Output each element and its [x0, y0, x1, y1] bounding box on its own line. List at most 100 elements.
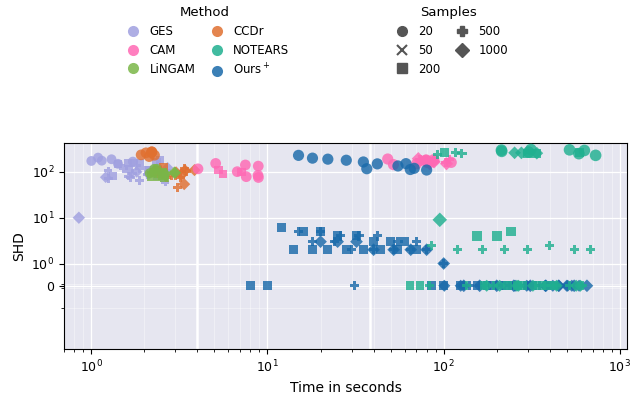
Point	[459, 283, 469, 289]
Point	[385, 239, 396, 245]
Point	[406, 217, 416, 223]
Point	[433, 152, 443, 158]
Point	[572, 153, 582, 160]
Point	[161, 175, 172, 181]
Point	[424, 283, 434, 289]
Point	[128, 158, 138, 165]
Point	[512, 283, 522, 289]
Point	[450, 152, 460, 158]
Point	[150, 154, 161, 161]
Point	[99, 174, 109, 180]
Point	[341, 247, 351, 253]
Point	[526, 146, 536, 153]
Point	[346, 260, 356, 267]
Point	[230, 164, 240, 170]
Point	[465, 260, 475, 267]
Point	[492, 283, 502, 289]
Point	[253, 174, 264, 181]
Point	[575, 283, 585, 289]
Point	[399, 260, 410, 267]
Point	[351, 239, 362, 245]
Point	[362, 166, 372, 172]
Point	[323, 260, 333, 267]
Point	[472, 283, 483, 289]
Point	[506, 283, 516, 289]
Point	[159, 175, 169, 181]
Point	[158, 172, 168, 178]
Y-axis label: SHD: SHD	[12, 231, 26, 261]
Point	[124, 155, 134, 162]
Point	[307, 247, 317, 253]
Point	[349, 283, 360, 289]
Point	[564, 146, 575, 153]
Point	[365, 203, 375, 209]
Point	[457, 150, 467, 156]
Point	[149, 169, 159, 175]
Point	[522, 283, 532, 289]
Point	[513, 283, 524, 289]
Point	[211, 160, 221, 167]
Point	[293, 260, 303, 267]
Point	[522, 283, 532, 289]
Point	[213, 167, 223, 173]
Point	[385, 211, 396, 217]
Point	[399, 239, 410, 245]
Point	[575, 283, 586, 289]
Point	[554, 283, 564, 289]
Point	[538, 153, 548, 159]
Point	[562, 283, 572, 289]
Point	[307, 155, 317, 161]
Point	[575, 283, 585, 289]
Point	[499, 247, 509, 253]
Point	[497, 149, 507, 155]
Point	[446, 159, 456, 166]
Point	[509, 283, 519, 289]
Point	[548, 152, 558, 159]
Point	[148, 170, 159, 176]
Point	[441, 160, 451, 166]
Point	[74, 214, 84, 221]
Point	[253, 163, 264, 169]
Point	[522, 283, 532, 289]
Point	[461, 283, 472, 289]
Point	[103, 168, 113, 174]
Point	[388, 162, 399, 168]
Point	[460, 283, 470, 289]
Point	[406, 247, 416, 253]
Point	[341, 157, 351, 164]
Point	[160, 179, 170, 185]
Point	[467, 283, 477, 289]
Point	[152, 168, 162, 174]
Point	[456, 283, 466, 289]
Point	[335, 233, 346, 239]
Point	[262, 283, 273, 289]
Point	[474, 283, 484, 289]
Point	[551, 283, 561, 289]
Point	[124, 173, 134, 179]
Point	[316, 239, 326, 245]
Point	[535, 283, 545, 289]
Point	[559, 150, 569, 157]
Point	[103, 175, 113, 182]
Point	[528, 283, 538, 289]
Point	[152, 169, 163, 175]
Point	[189, 167, 200, 173]
Point	[401, 160, 411, 167]
Point	[591, 152, 601, 158]
Point	[153, 167, 163, 173]
Point	[218, 171, 228, 177]
Point	[405, 166, 415, 173]
Point	[510, 283, 520, 289]
Point	[422, 167, 432, 173]
Point	[547, 283, 557, 289]
Point	[497, 148, 507, 154]
Point	[372, 260, 383, 267]
Point	[431, 260, 441, 267]
Point	[442, 160, 452, 167]
Point	[143, 172, 154, 178]
Point	[180, 167, 190, 173]
Point	[509, 283, 519, 289]
Point	[147, 169, 157, 175]
Point	[488, 283, 499, 289]
Point	[415, 156, 425, 163]
